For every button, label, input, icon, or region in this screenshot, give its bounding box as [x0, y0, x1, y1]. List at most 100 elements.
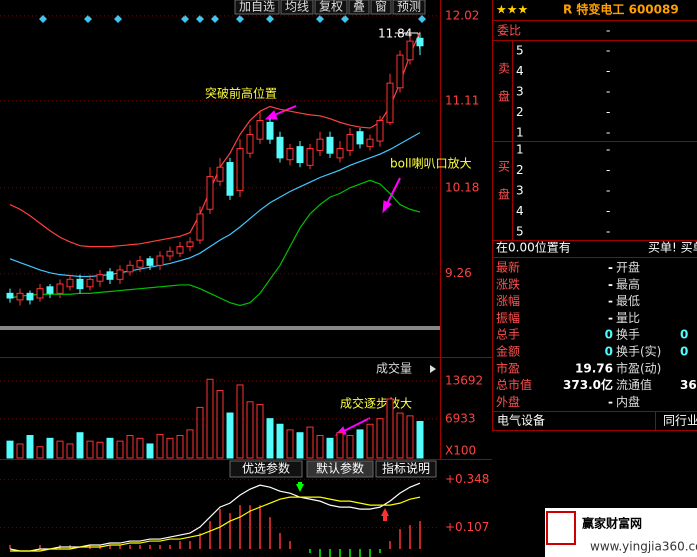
- tab[interactable]: [375, 460, 437, 478]
- candle-body: [236, 148, 244, 192]
- y-tick-label: 9.26: [445, 266, 472, 280]
- info-label: 振幅: [496, 310, 520, 325]
- max-price-label: 11.84: [378, 27, 412, 41]
- info-value: 19.76: [575, 361, 613, 375]
- volume-bar: [246, 401, 254, 459]
- candle-body: [56, 283, 64, 294]
- info-label: 开盘: [616, 260, 640, 275]
- volume-bar: [376, 418, 384, 459]
- toolbar-button[interactable]: [314, 0, 348, 15]
- toolbar-button[interactable]: [392, 0, 426, 15]
- sell-label: 卖盘: [497, 62, 511, 118]
- candle-body: [146, 258, 154, 266]
- info-label: 涨跌: [496, 276, 520, 291]
- candle-body: [126, 264, 134, 273]
- sell-level: 4: [516, 64, 524, 78]
- candle-body: [26, 292, 34, 301]
- volume-bar: [416, 420, 424, 459]
- buy-level: 4: [516, 204, 524, 218]
- volume-bar: [86, 440, 94, 459]
- sell-price: -: [606, 126, 610, 140]
- volume-menu[interactable]: [430, 365, 436, 373]
- info-label: 最高: [616, 276, 640, 291]
- info-value: -: [608, 261, 613, 275]
- candle-body: [306, 148, 314, 166]
- candle-body: [326, 136, 334, 154]
- volume-bar: [306, 426, 314, 459]
- annotation: 成交逐步放大: [340, 396, 412, 411]
- toolbar-button[interactable]: [280, 0, 314, 15]
- candle-body: [346, 134, 354, 151]
- buy-signal: [381, 508, 389, 516]
- toolbar-button[interactable]: [370, 0, 392, 15]
- buy-price: -: [606, 204, 610, 218]
- frame: [0, 0, 697, 460]
- buy-signal: [383, 516, 387, 521]
- info-value: -: [608, 277, 613, 291]
- ratio-value: -: [606, 24, 610, 38]
- candle-body: [226, 162, 234, 196]
- info-label: 金额: [496, 344, 520, 359]
- y-tick-label: +0.348: [445, 472, 489, 486]
- buy-level: 5: [516, 225, 524, 239]
- y-tick-label: 13692: [445, 374, 483, 388]
- info-label: 内盘: [616, 394, 640, 409]
- candle-body: [376, 120, 384, 142]
- sell-price: -: [606, 44, 610, 58]
- sell-level: 1: [516, 126, 524, 140]
- rating-stars: ★★★: [496, 3, 528, 17]
- stock-name: R 特变电工 600089: [563, 2, 679, 17]
- volume-bar: [136, 437, 144, 459]
- info-label: 量比: [616, 311, 640, 325]
- volume-bar: [386, 398, 394, 459]
- toolbar-label: 窗: [375, 0, 387, 14]
- buy-price: -: [606, 225, 610, 239]
- info-label: 换手(实): [616, 344, 661, 359]
- sell-level: 3: [516, 85, 524, 99]
- watermark-url: www.yingjia360.com: [590, 540, 697, 554]
- sell-price: -: [606, 105, 610, 119]
- info-value: 0: [680, 328, 688, 342]
- candle-body: [36, 288, 44, 299]
- macd-line: [10, 496, 421, 552]
- candle-body: [206, 176, 214, 210]
- toolbar-label: 复权: [319, 0, 343, 14]
- boll-line: [9, 31, 421, 248]
- candle-body: [106, 271, 114, 280]
- info-label: 最低: [616, 294, 640, 308]
- info-value: -: [608, 311, 613, 325]
- tab-label: 默认参数: [316, 461, 364, 476]
- volume-bar: [226, 412, 234, 459]
- toolbar-button[interactable]: [348, 0, 370, 15]
- candle-body: [76, 278, 84, 290]
- tab[interactable]: [306, 460, 374, 478]
- position-note: 在0.00位置有: [496, 240, 571, 255]
- buy-level: 3: [516, 184, 524, 198]
- volume-bar: [276, 423, 284, 459]
- volume-bar: [76, 432, 84, 459]
- candle-body: [256, 120, 264, 140]
- candle-body: [96, 274, 104, 282]
- watermark-bg: [545, 508, 697, 557]
- tab[interactable]: [229, 460, 303, 478]
- info-value: -: [608, 294, 613, 308]
- y-tick-label: +0.107: [445, 520, 489, 534]
- event-markers: [39, 15, 426, 23]
- volume-bar: [46, 437, 54, 459]
- info-label: 市盈(动): [616, 360, 661, 375]
- candle-body: [406, 40, 414, 61]
- candle-body: [46, 286, 54, 294]
- candle-body: [136, 260, 144, 268]
- sector: 电气设备: [497, 413, 545, 428]
- volume-bar: [126, 435, 134, 459]
- buy-level: 1: [516, 143, 524, 157]
- toolbar-button[interactable]: [234, 0, 280, 15]
- candle-body: [156, 255, 164, 266]
- buy-note: 买单! 买单: [648, 241, 697, 255]
- volume-bar: [26, 435, 34, 459]
- volume-bar: [216, 390, 224, 459]
- volume-bar: [316, 435, 324, 459]
- candle-body: [386, 82, 394, 123]
- candle-body: [286, 148, 294, 161]
- volume-bar: [146, 443, 154, 459]
